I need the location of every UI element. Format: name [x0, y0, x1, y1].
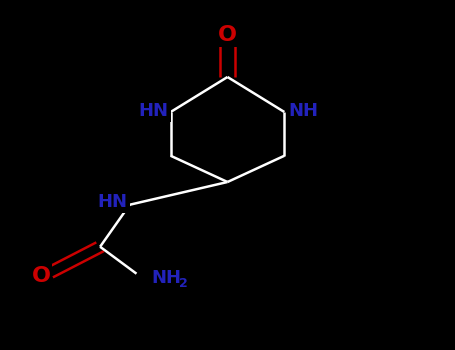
Text: HN: HN [138, 102, 168, 120]
Text: O: O [31, 266, 51, 286]
Text: 2: 2 [179, 277, 187, 290]
Text: NH: NH [288, 102, 318, 120]
Text: NH: NH [151, 269, 181, 287]
Text: HN: HN [97, 193, 127, 211]
Text: O: O [218, 25, 237, 45]
